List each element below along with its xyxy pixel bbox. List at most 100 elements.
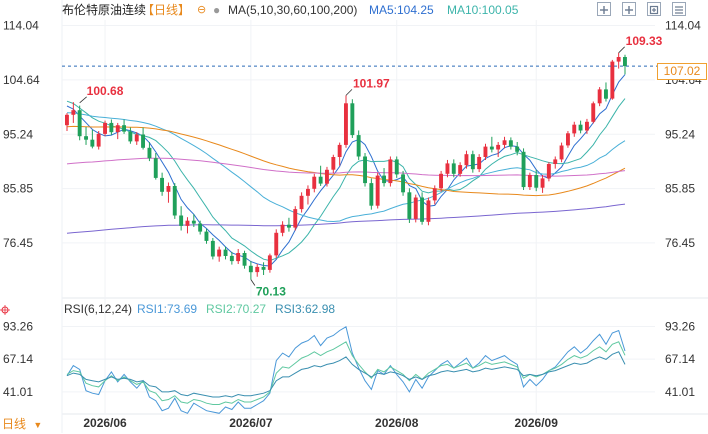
period-select[interactable]: 日线 ▼ xyxy=(2,416,42,433)
candle-body xyxy=(185,220,190,226)
candle-body xyxy=(521,151,526,188)
annotation-pointer xyxy=(79,96,87,104)
x-tick-label: 2026/08 xyxy=(375,416,419,430)
high-price-label: 101.97 xyxy=(353,76,390,90)
candle-body xyxy=(585,121,589,131)
candle-body xyxy=(553,159,558,164)
candle-body xyxy=(274,232,279,256)
ma10-value: MA10:100.05 xyxy=(447,3,519,17)
candle-body xyxy=(534,175,539,188)
y-tick-left: 95.24 xyxy=(3,127,33,141)
candle-body xyxy=(477,157,482,170)
candle-body xyxy=(527,175,532,188)
axis-labels: 114.04114.04104.64104.6495.2495.2485.858… xyxy=(3,19,702,430)
rsi-spec: RSI(6,12,24) xyxy=(64,302,133,316)
moving-average-lines xyxy=(66,74,626,267)
candle-body xyxy=(470,154,475,170)
y-tick-left: 114.04 xyxy=(3,19,39,33)
candle-body xyxy=(198,223,203,232)
candle-body xyxy=(540,178,545,188)
candle-body xyxy=(578,124,583,131)
candle-body xyxy=(559,145,564,160)
period-label[interactable]: 【日线】 xyxy=(142,3,191,17)
y-tick-right: 85.85 xyxy=(665,182,695,196)
last-price-box: 107.02 xyxy=(657,63,707,80)
candle-body xyxy=(280,224,285,233)
period-toggle-icon[interactable]: ⊖ xyxy=(197,4,207,16)
chart-header: 布伦特原油连续 【日线】 ⊖ ● MA(5,10,30,60,100,200) … xyxy=(0,0,708,20)
candle-body xyxy=(204,231,209,241)
rsi-y-tick-left: 67.14 xyxy=(3,352,33,366)
candle-body xyxy=(426,200,431,222)
annotation-pointer xyxy=(618,46,625,54)
candle-body xyxy=(508,140,513,147)
low-price-label: 70.13 xyxy=(256,284,286,298)
ma-color-icon: ● xyxy=(213,3,221,17)
candle-body xyxy=(344,103,348,145)
candle-body xyxy=(394,159,399,175)
annotation-pointer xyxy=(345,89,353,96)
candle-body xyxy=(312,176,317,189)
zoom-out-icon[interactable] xyxy=(622,2,636,16)
ma60-line xyxy=(66,125,626,197)
candle-body xyxy=(566,133,570,146)
candle-body xyxy=(242,253,247,266)
settings-icon[interactable] xyxy=(672,2,686,16)
y-tick-right: 114.04 xyxy=(665,19,701,33)
candle-body xyxy=(451,163,456,174)
candle-body xyxy=(153,158,158,178)
rsi-line-rsi2 xyxy=(66,341,626,405)
candle-body xyxy=(128,131,133,142)
candle-body xyxy=(407,192,412,219)
candle-body xyxy=(604,89,608,99)
candle-body xyxy=(616,57,621,62)
candle-body xyxy=(401,174,405,193)
ma10-line xyxy=(66,98,626,262)
candle-body xyxy=(623,57,627,67)
candle-body xyxy=(572,124,577,134)
y-tick-right: 95.24 xyxy=(665,127,695,141)
candle-body xyxy=(306,188,310,196)
rsi-line-rsi3 xyxy=(66,351,626,398)
candle-body xyxy=(356,135,361,157)
y-tick-left: 85.85 xyxy=(3,182,33,196)
rsi-y-tick-right: 67.14 xyxy=(665,352,695,366)
candle-body xyxy=(71,110,76,115)
high-price-label: 109.33 xyxy=(626,34,663,48)
candle-body xyxy=(318,176,323,184)
ma200-line xyxy=(66,203,626,234)
candle-body xyxy=(77,110,82,137)
candle-body xyxy=(267,255,272,270)
candle-body xyxy=(84,136,88,140)
fit-icon[interactable] xyxy=(647,2,661,16)
y-tick-left: 104.64 xyxy=(3,73,40,87)
candle-body xyxy=(293,209,298,228)
drag-handle-icon[interactable] xyxy=(0,302,10,315)
candle-body xyxy=(369,183,374,206)
annotation-pointer xyxy=(250,279,256,286)
candle-body xyxy=(90,139,95,147)
candle-body xyxy=(325,169,329,184)
candle-body xyxy=(388,159,393,184)
zoom-in-icon[interactable] xyxy=(597,2,611,16)
x-tick-label: 2026/09 xyxy=(515,416,559,430)
rsi-y-tick-right: 41.01 xyxy=(665,385,695,399)
candle-body xyxy=(96,133,101,147)
candle-body xyxy=(597,89,602,104)
candle-body xyxy=(502,140,507,145)
candle-body xyxy=(191,220,196,224)
candle-body xyxy=(210,240,215,257)
instrument-name: 布伦特原油连续 xyxy=(62,3,147,17)
candle-body xyxy=(134,134,139,142)
candle-body xyxy=(65,114,69,126)
candle-body xyxy=(299,195,304,210)
candle-body xyxy=(223,249,228,256)
candle-body xyxy=(331,157,336,170)
rsi1-value: RSI1:73.69 xyxy=(137,302,198,316)
x-tick-label: 2026/06 xyxy=(83,416,127,430)
rsi3-value: RSI3:62.98 xyxy=(275,302,336,316)
rsi-line-rsi1 xyxy=(66,326,626,414)
candle-body xyxy=(413,197,418,219)
candles xyxy=(65,52,627,280)
